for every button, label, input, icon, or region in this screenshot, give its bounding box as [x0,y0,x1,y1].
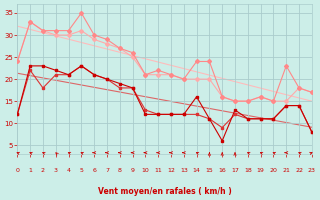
X-axis label: Vent moyen/en rafales ( km/h ): Vent moyen/en rafales ( km/h ) [98,187,231,196]
